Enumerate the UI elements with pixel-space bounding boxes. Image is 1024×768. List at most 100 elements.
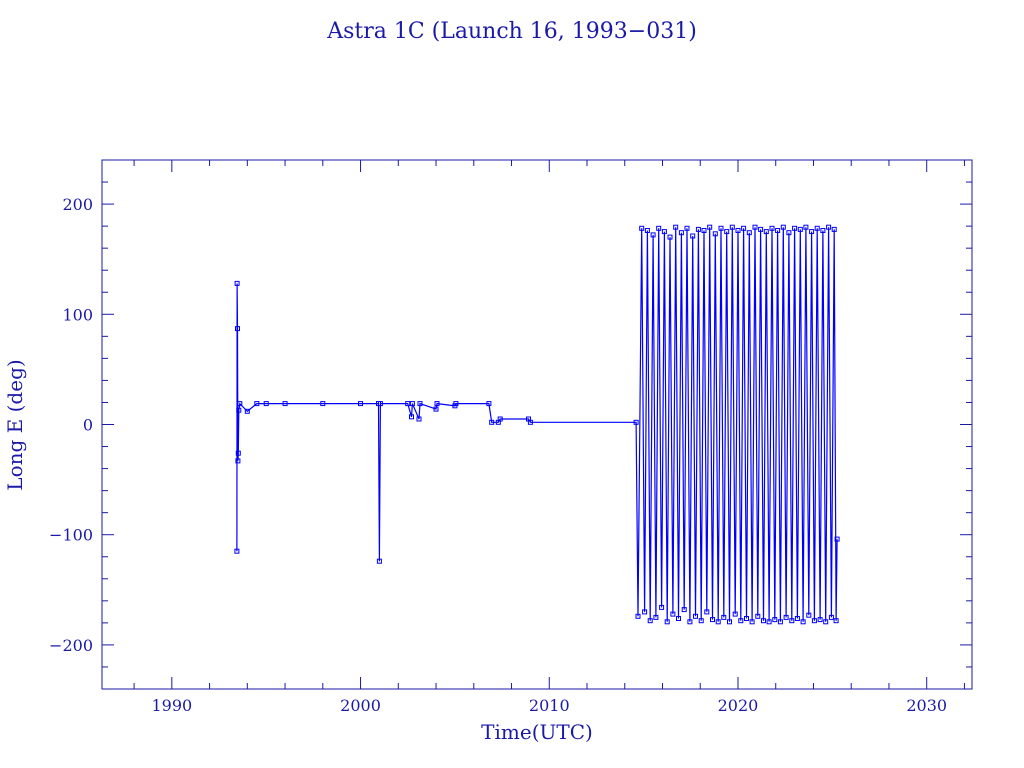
data-point bbox=[282, 401, 288, 407]
data-point bbox=[453, 401, 459, 407]
data-point bbox=[749, 619, 755, 625]
data-point bbox=[721, 614, 727, 620]
data-point bbox=[405, 401, 411, 407]
data-point bbox=[792, 225, 798, 231]
data-point bbox=[710, 617, 715, 623]
plot-area bbox=[234, 224, 840, 625]
data-point bbox=[826, 224, 832, 230]
x-tick-label: 2020 bbox=[718, 696, 759, 715]
data-point bbox=[701, 228, 707, 233]
data-point bbox=[235, 458, 241, 464]
data-point bbox=[358, 401, 363, 407]
data-point bbox=[780, 224, 786, 230]
data-point bbox=[755, 613, 761, 619]
y-axis-label: Long E (deg) bbox=[3, 359, 27, 490]
data-point bbox=[416, 416, 422, 422]
data-point bbox=[738, 618, 744, 624]
series-line bbox=[236, 227, 838, 622]
data-point bbox=[811, 618, 817, 624]
data-point bbox=[831, 226, 837, 232]
data-point bbox=[254, 401, 260, 407]
data-point bbox=[809, 229, 815, 235]
data-point bbox=[820, 228, 826, 233]
data-point bbox=[673, 224, 679, 230]
data-point bbox=[727, 619, 732, 625]
data-point bbox=[377, 401, 383, 407]
data-point bbox=[758, 226, 764, 232]
data-point bbox=[769, 225, 775, 231]
x-tick-label: 1990 bbox=[151, 696, 192, 715]
data-point bbox=[644, 228, 650, 233]
x-axis-label: Time(UTC) bbox=[481, 720, 593, 744]
data-point bbox=[433, 406, 439, 412]
data-point bbox=[763, 229, 769, 235]
data-point bbox=[236, 407, 242, 413]
data-point bbox=[639, 225, 645, 231]
data-point bbox=[704, 609, 710, 615]
data-point bbox=[653, 614, 659, 620]
data-point bbox=[800, 619, 806, 625]
data-point bbox=[234, 280, 240, 286]
data-point bbox=[718, 225, 724, 231]
data-point bbox=[642, 609, 648, 615]
data-point bbox=[766, 619, 772, 625]
axis-ticks: −200 −100 0 100 200 1990 2000 2010 2020 2030 bbox=[49, 160, 972, 715]
data-point bbox=[794, 616, 800, 621]
data-point bbox=[741, 225, 747, 231]
data-point bbox=[527, 419, 533, 425]
data-point bbox=[690, 233, 696, 239]
data-point bbox=[823, 619, 829, 625]
chart-title: Astra 1C (Launch 16, 1993−031) bbox=[326, 19, 697, 44]
data-point bbox=[409, 401, 415, 407]
data-point bbox=[664, 619, 670, 625]
y-tick-label: −100 bbox=[49, 526, 93, 545]
data-point bbox=[670, 611, 676, 617]
y-tick-label: 0 bbox=[83, 416, 93, 435]
data-point bbox=[797, 226, 803, 232]
data-point bbox=[761, 618, 766, 624]
data-point bbox=[746, 230, 752, 236]
plot-frame bbox=[101, 159, 973, 690]
data-point bbox=[752, 224, 758, 230]
data-point bbox=[656, 225, 662, 231]
data-point bbox=[735, 228, 741, 233]
data-point bbox=[661, 229, 667, 235]
data-point bbox=[828, 614, 834, 620]
data-point bbox=[320, 401, 326, 407]
data-point bbox=[833, 618, 839, 624]
data-point bbox=[235, 450, 241, 456]
data-point bbox=[775, 228, 781, 233]
data-point bbox=[695, 226, 701, 232]
x-tick-label: 2010 bbox=[529, 696, 570, 715]
data-point bbox=[633, 419, 639, 425]
data-point bbox=[693, 613, 698, 619]
data-point bbox=[707, 224, 713, 230]
data-point bbox=[434, 401, 440, 407]
data-point bbox=[417, 401, 423, 407]
data-point bbox=[486, 401, 492, 407]
data-point bbox=[244, 408, 250, 414]
data-point bbox=[712, 231, 718, 237]
data-point bbox=[635, 613, 641, 619]
data-point bbox=[715, 619, 721, 625]
data-point bbox=[497, 416, 503, 422]
data-point bbox=[678, 230, 684, 236]
x-tick-label: 2000 bbox=[340, 696, 381, 715]
data-point bbox=[732, 611, 738, 617]
data-point bbox=[667, 234, 673, 240]
data-point bbox=[681, 607, 687, 613]
data-point bbox=[772, 617, 778, 623]
data-point bbox=[235, 326, 240, 332]
data-point bbox=[409, 414, 414, 420]
data-point bbox=[237, 401, 243, 407]
data-point bbox=[777, 619, 783, 625]
data-point bbox=[659, 604, 665, 610]
data-point bbox=[684, 225, 690, 231]
data-point bbox=[647, 618, 653, 624]
data-point bbox=[698, 618, 704, 624]
data-point bbox=[789, 618, 795, 624]
data-point bbox=[729, 224, 735, 230]
data-point bbox=[817, 617, 823, 623]
data-point bbox=[783, 614, 789, 620]
data-point bbox=[263, 401, 269, 407]
